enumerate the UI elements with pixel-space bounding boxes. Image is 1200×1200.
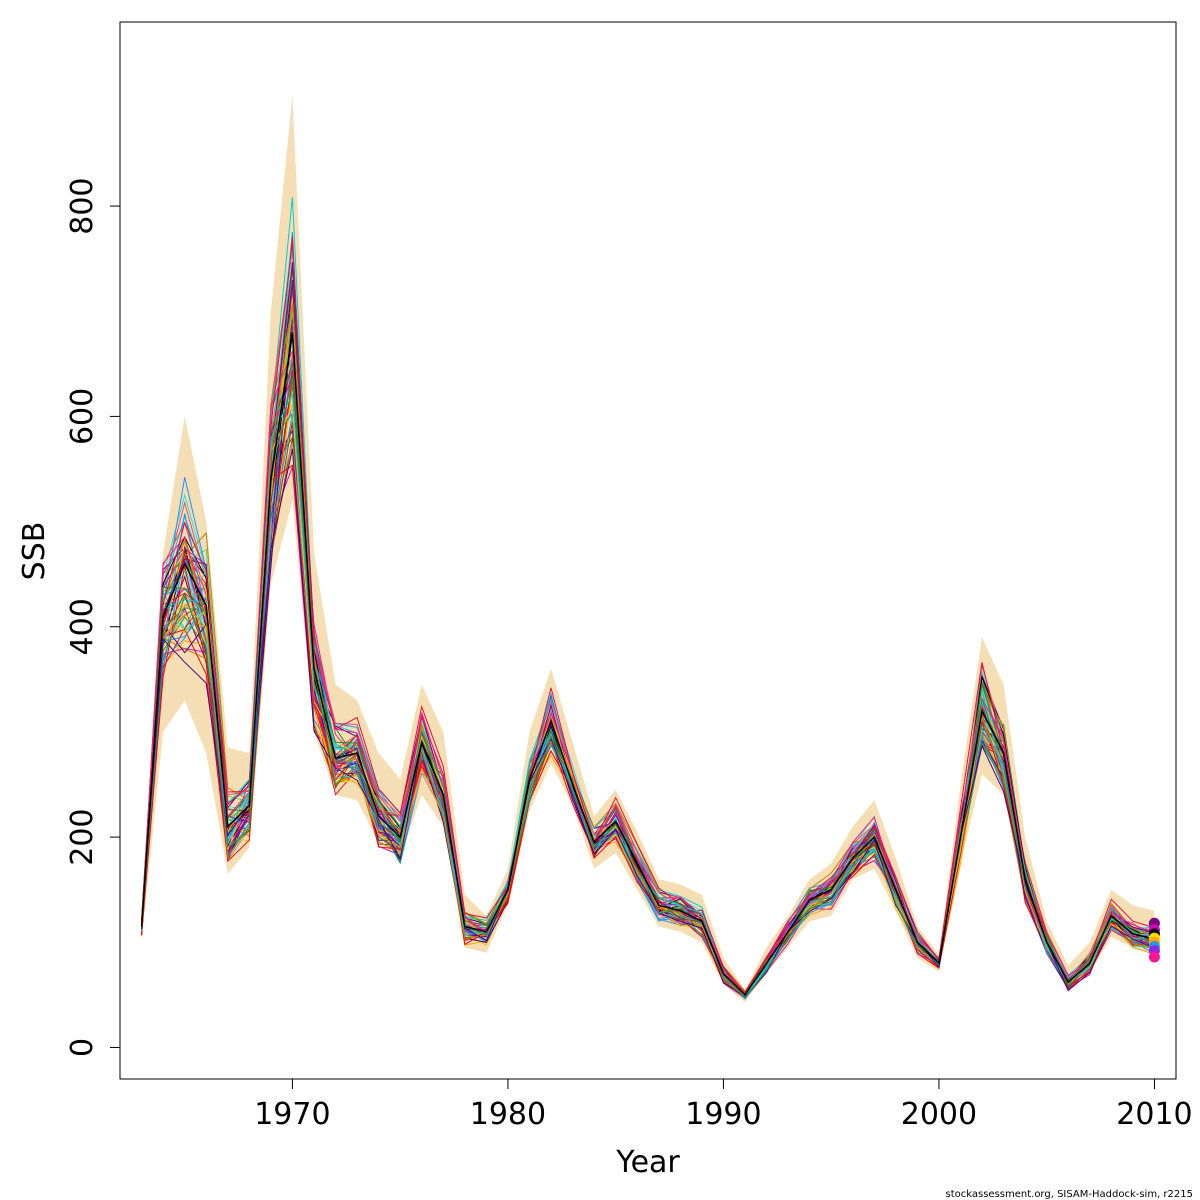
x-tick-label: 2000 <box>901 1097 977 1132</box>
plot-frame <box>119 21 1177 1080</box>
x-tick-label: 1980 <box>470 1097 546 1132</box>
x-tick-label: 1970 <box>254 1097 330 1132</box>
y-tick-label: 200 <box>65 808 100 865</box>
median-line <box>140 332 1155 997</box>
confidence-band-layer <box>141 95 1155 1003</box>
series-line <box>141 392 1155 999</box>
x-tick-label: 2010 <box>1116 1097 1192 1132</box>
series-lines-layer <box>140 197 1155 1000</box>
x-tick-label: 1990 <box>685 1097 761 1132</box>
x-axis: 1970 1980 1990 2000 2010 <box>254 1079 1193 1132</box>
series-line <box>141 350 1155 994</box>
y-tick-label: 600 <box>65 388 100 445</box>
series-line <box>141 448 1155 998</box>
credit-text: stockassessment.org, SISAM-Haddock-sim, … <box>946 1189 1194 1200</box>
y-axis-title: SSB <box>17 522 52 581</box>
y-axis: 0 200 400 600 800 <box>65 177 120 1057</box>
y-tick-label: 800 <box>65 177 100 234</box>
series-line <box>141 242 1155 993</box>
y-tick-label: 0 <box>65 1038 100 1057</box>
x-axis-title: Year <box>615 1145 680 1180</box>
final-points-layer <box>1148 917 1160 963</box>
y-tick-label: 400 <box>65 598 100 655</box>
final-point <box>1148 951 1160 963</box>
confidence-band <box>141 95 1155 1003</box>
